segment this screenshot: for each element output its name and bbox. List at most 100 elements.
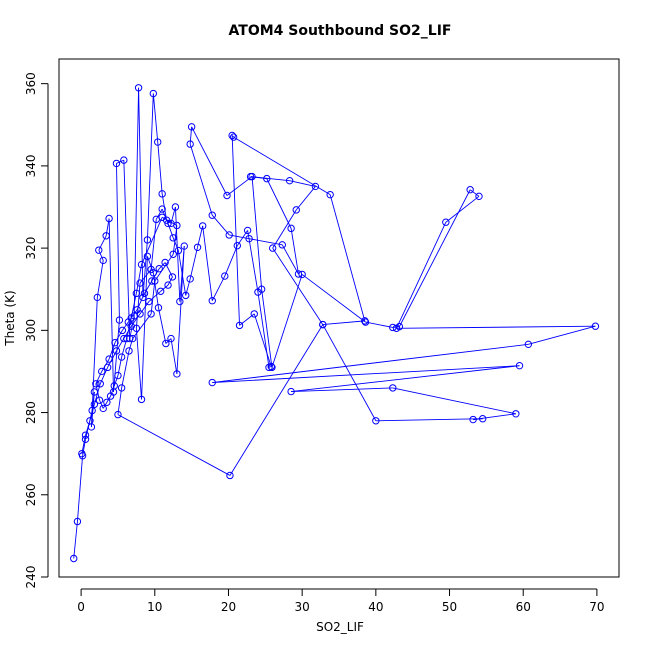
data-point xyxy=(86,417,94,425)
data-point xyxy=(180,242,188,250)
data-point xyxy=(136,310,144,318)
series-segment xyxy=(172,237,179,251)
data-point xyxy=(285,176,294,185)
data-point xyxy=(208,211,216,219)
data-point xyxy=(134,84,143,92)
data-point xyxy=(245,234,253,243)
data-point xyxy=(114,410,122,419)
data-point xyxy=(103,398,111,406)
series-segment xyxy=(113,320,120,393)
series-segment xyxy=(141,217,163,265)
series-segment xyxy=(146,93,154,240)
series-segment xyxy=(231,135,234,138)
data-point xyxy=(512,410,520,418)
series-segment xyxy=(191,126,228,196)
series-segment xyxy=(289,180,316,187)
x-tick-label: 0 xyxy=(77,600,85,614)
data-point xyxy=(155,264,163,273)
series-segment xyxy=(73,521,78,559)
series-segment xyxy=(113,375,119,386)
series-segment xyxy=(233,136,331,196)
data-point xyxy=(114,371,122,380)
series-segment xyxy=(130,313,141,327)
series-segment xyxy=(189,143,213,216)
series-segment xyxy=(396,325,596,329)
data-point xyxy=(81,431,90,439)
y-tick-label: 300 xyxy=(24,319,38,342)
y-tick-label: 320 xyxy=(24,237,38,260)
y-tick-label: 280 xyxy=(24,401,38,424)
x-axis-label: SO2_LIF xyxy=(316,620,364,634)
series-segment xyxy=(301,274,366,323)
series-segment xyxy=(261,289,273,368)
data-point xyxy=(98,367,106,376)
series-segment xyxy=(528,325,596,345)
series-segment xyxy=(211,275,226,301)
data-point xyxy=(168,273,177,281)
series-segment xyxy=(144,280,153,294)
data-point xyxy=(475,192,483,201)
series-segment xyxy=(164,262,173,278)
data-point xyxy=(287,224,295,233)
series-segment xyxy=(116,163,120,321)
series-segment xyxy=(170,338,178,374)
series-segment xyxy=(157,142,163,194)
data-point xyxy=(235,321,244,330)
data-point xyxy=(92,380,100,388)
data-point xyxy=(95,396,104,404)
series-segment xyxy=(272,209,297,249)
y-tick-label: 260 xyxy=(24,483,38,506)
data-point xyxy=(158,190,166,198)
series-segment xyxy=(211,214,230,236)
data-point xyxy=(93,293,102,302)
data-point xyxy=(151,277,159,285)
series-segment xyxy=(266,178,292,229)
data-point xyxy=(267,362,275,371)
series-segment xyxy=(139,269,152,284)
data-point xyxy=(229,133,238,141)
series-segment xyxy=(154,254,174,282)
data-point xyxy=(164,281,172,289)
series-segment xyxy=(322,320,365,326)
data-point xyxy=(118,326,127,335)
data-point xyxy=(149,89,158,98)
series-segment xyxy=(85,420,91,436)
data-point xyxy=(139,293,147,302)
series-segment xyxy=(148,290,161,302)
series-segment xyxy=(98,235,107,251)
series-segment xyxy=(268,366,272,368)
data-point xyxy=(99,404,107,413)
series-segment xyxy=(172,225,178,255)
series-segment xyxy=(202,225,213,301)
series-segment xyxy=(114,330,123,343)
data-point xyxy=(96,380,104,388)
data-point xyxy=(169,234,177,242)
x-tick-label: 20 xyxy=(221,600,236,614)
series-segment xyxy=(291,365,520,393)
data-point xyxy=(268,363,276,372)
data-point xyxy=(132,324,141,332)
series-segment xyxy=(155,208,163,220)
y-tick-label: 340 xyxy=(24,154,38,177)
data-point xyxy=(147,265,155,274)
series-segment xyxy=(295,186,316,211)
data-point xyxy=(225,231,233,239)
data-point xyxy=(478,415,487,423)
data-point xyxy=(515,361,524,370)
data-point xyxy=(128,334,137,343)
x-axis: 0 10 20 30 40 50 60 70 xyxy=(77,588,605,614)
series-segment xyxy=(392,387,516,415)
series-segment xyxy=(99,400,104,409)
data-point xyxy=(208,297,216,305)
data-point xyxy=(137,395,146,404)
series-segment xyxy=(212,365,520,383)
series-segment xyxy=(117,414,231,476)
series-segment xyxy=(290,228,299,275)
data-point xyxy=(169,250,177,258)
series-segment xyxy=(226,176,253,196)
data-point xyxy=(198,222,207,230)
data-point xyxy=(145,297,153,306)
series-segment xyxy=(158,307,167,344)
data-point xyxy=(243,226,252,235)
data-point xyxy=(127,322,135,330)
